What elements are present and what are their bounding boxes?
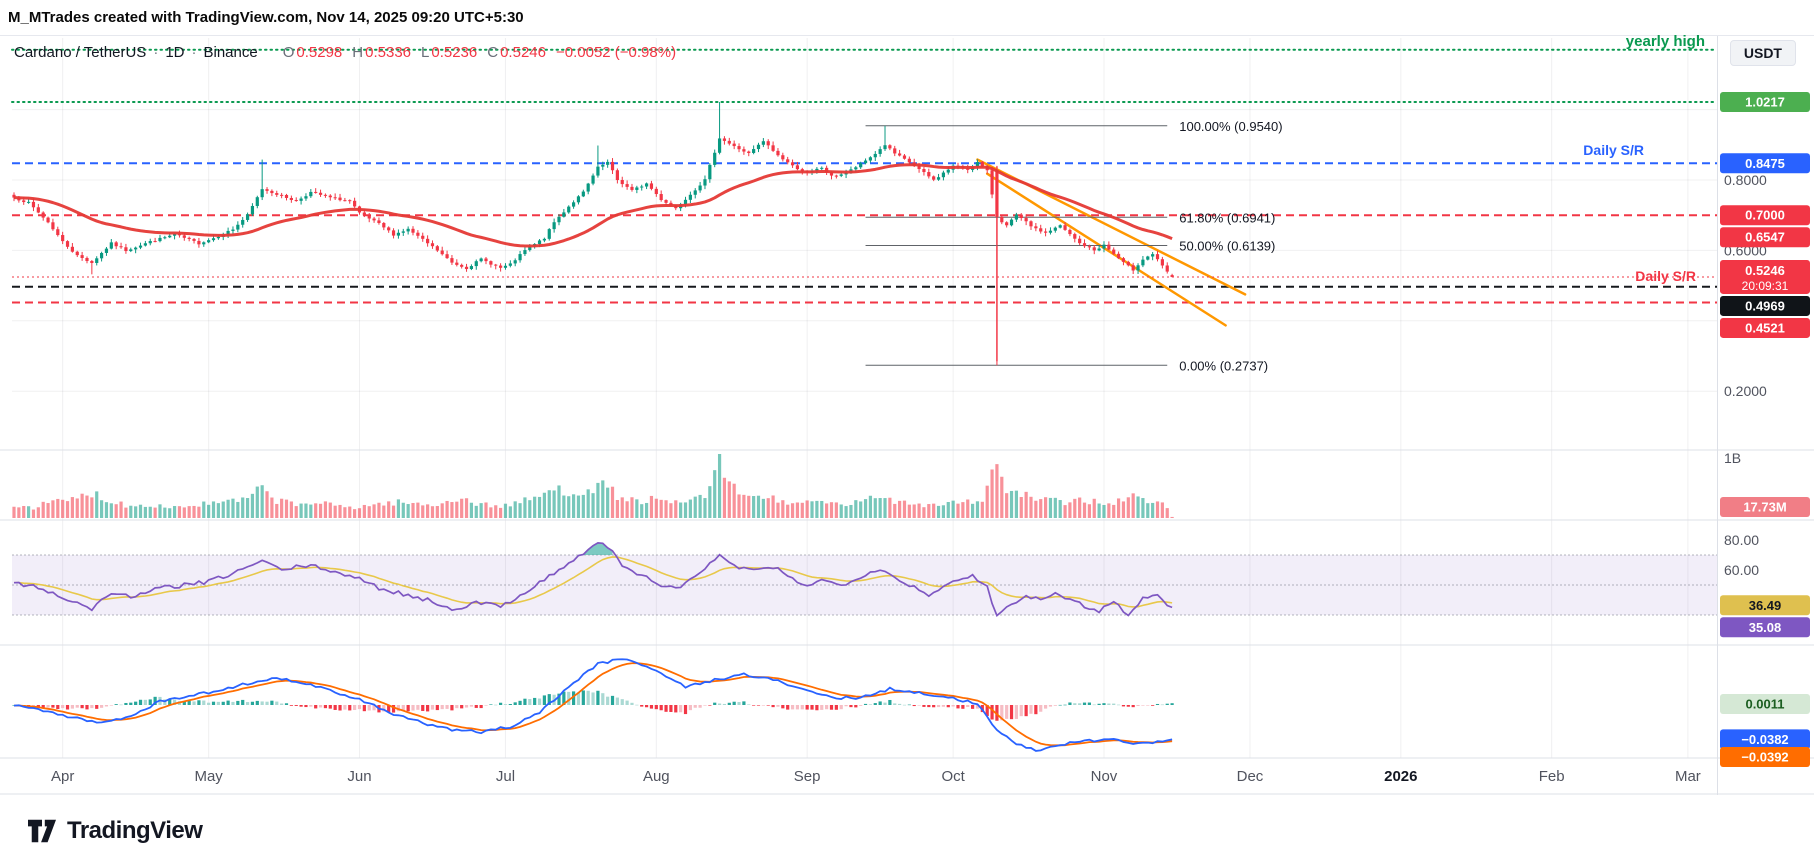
rsi-axis-tag: 36.49: [1720, 595, 1810, 616]
watermark-text: M_MTrades created with TradingView.com, …: [8, 9, 524, 26]
price-axis-tag: 0.7000: [1720, 205, 1810, 226]
rsi-line: [13, 541, 1173, 617]
x-axis-label[interactable]: Sep: [794, 768, 821, 785]
svg-text:0.0011: 0.0011: [1745, 697, 1784, 712]
price-axis-tag: 0.4969: [1720, 295, 1810, 316]
axis-label: 1B: [1724, 450, 1741, 466]
svg-text:0.4969: 0.4969: [1745, 298, 1785, 313]
fib-level-label: 50.00% (0.6139): [1179, 239, 1275, 254]
ohlc-values: O 0.5298 H 0.5336 L 0.5236 C 0.5246 −0.0…: [275, 44, 676, 61]
svg-text:−0.0392: −0.0392: [1741, 750, 1788, 765]
price-axis-tag: 1.0217: [1720, 91, 1810, 112]
x-axis-label[interactable]: Nov: [1091, 768, 1118, 785]
tradingview-logo-icon: [28, 819, 56, 843]
daily-sr-label-bottom: Daily S/R: [1635, 267, 1696, 284]
price-axis-tag: 0.6547: [1720, 227, 1810, 248]
x-axis-label[interactable]: Oct: [941, 768, 965, 785]
axis-label: 60.00: [1724, 562, 1759, 578]
legend-separator: ·: [153, 44, 159, 61]
exchange-label[interactable]: Binance: [203, 44, 258, 61]
x-axis-label[interactable]: Dec: [1237, 768, 1264, 785]
fib-level-label: 61.80% (0.6941): [1179, 210, 1275, 225]
pane-separators: [0, 35, 1814, 795]
rsi-pane[interactable]: [12, 541, 1717, 617]
macd-line: [13, 658, 1173, 752]
x-axis-label[interactable]: Aug: [643, 768, 670, 785]
x-axis-label[interactable]: Jul: [496, 768, 515, 785]
ohlc-high-label: H: [352, 44, 364, 61]
ohlc-high-value: 0.5336: [365, 44, 412, 61]
fib-retracement[interactable]: 100.00% (0.9540) 61.80% (0.6941) 50.00% (0…: [865, 119, 1283, 373]
ohlc-low-label: L: [421, 44, 430, 61]
time-axis[interactable]: Apr May Jun Jul Aug Sep Oct Nov Dec 2026 Feb Mar: [51, 768, 1701, 785]
x-axis-label[interactable]: Apr: [51, 768, 74, 785]
price-axis[interactable]: 0.80000.60000.20001B80.0060.0020.001.021…: [1720, 91, 1810, 767]
watermark-bar: M_MTrades created with TradingView.com, …: [0, 0, 1814, 36]
ma-line: [13, 163, 1173, 248]
price-axis-tag: 0.8475: [1720, 153, 1810, 174]
svg-text:1.0217: 1.0217: [1745, 94, 1785, 109]
svg-text:35.08: 35.08: [1749, 620, 1782, 635]
symbol-legend[interactable]: Cardano / TetherUS · 1D · Binance O 0.52…: [14, 44, 676, 61]
axis-label: 0.2000: [1724, 383, 1767, 399]
svg-text:0.8475: 0.8475: [1745, 156, 1785, 171]
symbol-name[interactable]: Cardano / TetherUS: [14, 44, 147, 61]
volume-pane[interactable]: [12, 454, 1174, 518]
svg-text:0.7000: 0.7000: [1745, 208, 1785, 223]
macd-pane[interactable]: [12, 658, 1174, 752]
macd-signal-line: [13, 662, 1173, 747]
x-axis-label[interactable]: Jun: [347, 768, 371, 785]
axis-label: 80.00: [1724, 532, 1759, 548]
grid: [12, 38, 1717, 758]
macd-axis-tag: −0.0392: [1720, 747, 1810, 767]
footer: TradingView: [0, 795, 1814, 867]
price-axis-currency-label[interactable]: USDT: [1729, 40, 1796, 66]
svg-text:0.4521: 0.4521: [1745, 320, 1785, 335]
levels[interactable]: [11, 48, 1718, 362]
ohlc-open-label: O: [282, 44, 295, 61]
svg-text:20:09:31: 20:09:31: [1742, 279, 1789, 293]
chart-canvas[interactable]: 100.00% (0.9540) 61.80% (0.6941) 50.00% (0…: [0, 0, 1814, 795]
x-axis-label[interactable]: 2026: [1384, 768, 1417, 785]
price-axis-tag: 0.4521: [1720, 317, 1810, 338]
fib-level-label: 0.00% (0.2737): [1179, 358, 1268, 373]
macd-axis-tag: 0.0011: [1720, 694, 1810, 715]
axis-label: 0.8000: [1724, 172, 1767, 188]
x-axis-label[interactable]: May: [194, 768, 223, 785]
trendline: [985, 172, 1227, 327]
volume-axis-tag: 17.73M: [1720, 497, 1810, 517]
svg-text:36.49: 36.49: [1749, 598, 1782, 613]
x-axis-label[interactable]: Mar: [1675, 768, 1701, 785]
candles-series: [12, 101, 1174, 366]
ohlc-close-label: C: [487, 44, 499, 61]
legend-separator: ·: [191, 44, 197, 61]
price-pane[interactable]: [12, 101, 1174, 366]
change-value: −0.0052 (−0.98%): [555, 44, 677, 61]
daily-sr-label-top: Daily S/R: [1583, 142, 1644, 159]
rsi-axis-tag: 35.08: [1720, 617, 1810, 638]
ohlc-close-value: 0.5246: [500, 44, 546, 61]
macd-axis-tag: −0.0382: [1720, 729, 1810, 750]
fib-level-label: 100.00% (0.9540): [1179, 119, 1282, 134]
interval-label[interactable]: 1D: [165, 44, 185, 61]
tradingview-brand-text: TradingView: [67, 817, 203, 844]
svg-text:0.5246: 0.5246: [1745, 263, 1785, 278]
tradingview-logo[interactable]: TradingView: [26, 817, 203, 845]
ohlc-low-value: 0.5236: [431, 44, 478, 61]
svg-text:0.6547: 0.6547: [1745, 230, 1785, 245]
svg-text:−0.0382: −0.0382: [1741, 732, 1788, 747]
svg-text:17.73M: 17.73M: [1743, 500, 1786, 515]
x-axis-label[interactable]: Feb: [1539, 768, 1565, 785]
yearly-high-label: yearly high: [1625, 32, 1705, 50]
ohlc-open-value: 0.5298: [296, 44, 343, 61]
